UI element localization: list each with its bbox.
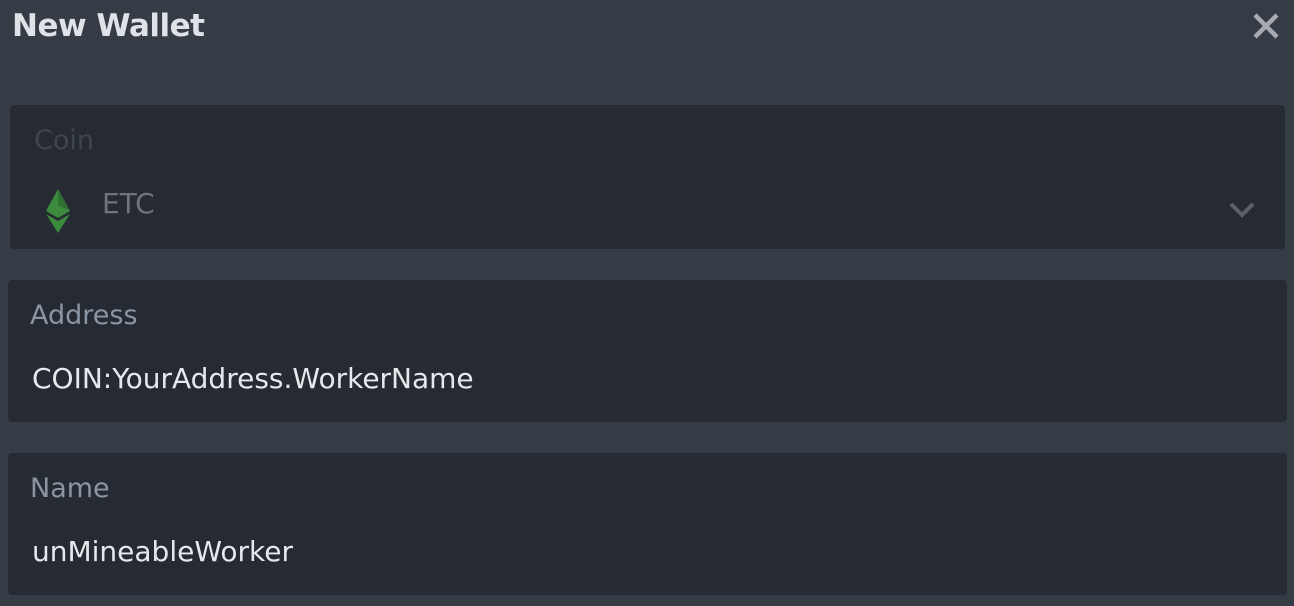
ethereum-classic-icon	[46, 189, 70, 233]
coin-label: Coin	[34, 125, 94, 156]
chevron-down-icon	[1229, 202, 1255, 218]
dialog-title: New Wallet	[12, 8, 205, 44]
address-label: Address	[30, 300, 138, 331]
name-label: Name	[30, 473, 110, 504]
name-field[interactable]: Name unMineableWorker	[8, 453, 1287, 595]
name-input[interactable]: unMineableWorker	[32, 535, 293, 568]
coin-selected-value: ETC	[102, 187, 155, 220]
close-button[interactable]	[1250, 10, 1282, 42]
address-field[interactable]: Address COIN:YourAddress.WorkerName	[8, 280, 1287, 422]
coin-select[interactable]: Coin ETC	[10, 105, 1285, 249]
address-input[interactable]: COIN:YourAddress.WorkerName	[32, 362, 474, 395]
close-icon	[1253, 13, 1279, 39]
